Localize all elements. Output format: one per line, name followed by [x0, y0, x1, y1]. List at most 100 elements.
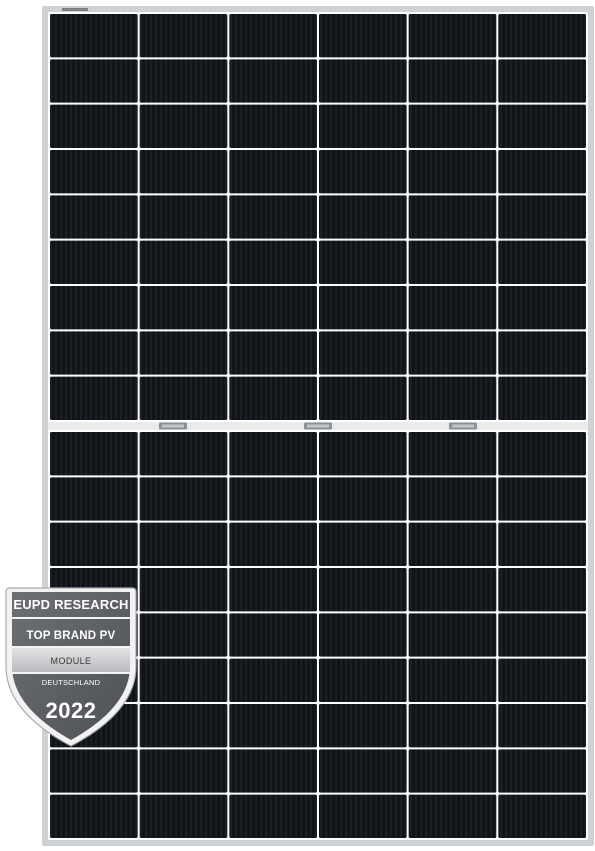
solar-cell	[139, 749, 228, 793]
solar-cell	[498, 658, 586, 702]
solar-cell	[139, 568, 228, 612]
solar-cell	[408, 432, 497, 476]
solar-cell	[408, 14, 497, 58]
solar-cell	[50, 477, 138, 521]
badge-country: DEUTSCHLAND	[41, 678, 101, 687]
junction-box-cover	[162, 424, 184, 428]
solar-cell	[319, 432, 407, 476]
solar-cell	[229, 14, 317, 58]
solar-cell	[319, 704, 407, 748]
solar-cell	[498, 794, 586, 838]
solar-cell	[408, 613, 497, 657]
solar-cell	[139, 104, 228, 148]
badge-organization: EUPD RESEARCH	[13, 597, 129, 612]
solar-cell	[50, 432, 138, 476]
solar-cell	[229, 522, 317, 566]
award-shield-icon	[5, 587, 137, 747]
solar-cell	[229, 240, 317, 284]
solar-cell	[229, 568, 317, 612]
solar-cell	[139, 658, 228, 702]
solar-cell	[408, 794, 497, 838]
solar-cell	[408, 658, 497, 702]
solar-cell	[229, 331, 317, 375]
solar-cell	[50, 240, 138, 284]
solar-cell	[319, 376, 407, 420]
solar-cell	[229, 150, 317, 194]
solar-cell	[139, 376, 228, 420]
solar-cell	[408, 286, 497, 330]
solar-cell	[139, 704, 228, 748]
solar-cell	[229, 794, 317, 838]
badge-category: MODULE	[50, 656, 92, 666]
solar-cell	[139, 331, 228, 375]
solar-cell	[498, 704, 586, 748]
solar-cell	[408, 749, 497, 793]
solar-cell	[319, 195, 407, 239]
solar-cell	[229, 704, 317, 748]
solar-cell	[319, 568, 407, 612]
solar-cell	[50, 104, 138, 148]
solar-cell	[408, 195, 497, 239]
badge-title: TOP BRAND PV	[26, 630, 116, 642]
solar-cell	[229, 477, 317, 521]
badge-year: 2022	[45, 698, 97, 723]
solar-cell	[139, 240, 228, 284]
solar-cell	[319, 150, 407, 194]
solar-cell	[50, 522, 138, 566]
solar-cell	[229, 432, 317, 476]
solar-cell	[139, 613, 228, 657]
solar-cell	[50, 286, 138, 330]
solar-cell	[229, 104, 317, 148]
solar-cell	[498, 613, 586, 657]
junction-box-cover	[307, 424, 329, 428]
solar-cell	[498, 150, 586, 194]
solar-cell	[498, 195, 586, 239]
solar-cell	[50, 195, 138, 239]
solar-cell	[229, 195, 317, 239]
solar-cell	[139, 286, 228, 330]
solar-cell	[408, 104, 497, 148]
solar-cell	[50, 794, 138, 838]
solar-panel	[42, 6, 594, 846]
solar-cell	[498, 376, 586, 420]
solar-cell	[319, 794, 407, 838]
solar-cell	[229, 286, 317, 330]
solar-cell	[498, 286, 586, 330]
solar-cell	[319, 749, 407, 793]
solar-cell	[319, 658, 407, 702]
solar-cell	[139, 432, 228, 476]
solar-cell	[498, 477, 586, 521]
solar-cell	[139, 522, 228, 566]
solar-cell	[319, 477, 407, 521]
solar-cell	[139, 150, 228, 194]
solar-cell	[498, 331, 586, 375]
solar-cell	[50, 59, 138, 103]
solar-cell	[319, 59, 407, 103]
solar-cell	[408, 240, 497, 284]
solar-cell	[408, 568, 497, 612]
solar-cell	[229, 376, 317, 420]
solar-cell	[229, 59, 317, 103]
solar-cell	[319, 613, 407, 657]
solar-cell	[319, 286, 407, 330]
solar-cell	[139, 14, 228, 58]
solar-cell	[408, 150, 497, 194]
solar-cell	[498, 59, 586, 103]
solar-cell	[319, 331, 407, 375]
solar-cell	[408, 376, 497, 420]
award-badge: EUPD RESEARCH TOP BRAND PV MODULE DEUTSC…	[4, 586, 138, 748]
solar-cell	[319, 240, 407, 284]
solar-cell	[498, 522, 586, 566]
solar-cell	[50, 749, 138, 793]
solar-cell	[408, 522, 497, 566]
solar-cell	[408, 704, 497, 748]
solar-cell	[229, 658, 317, 702]
solar-cell	[50, 376, 138, 420]
solar-cell	[50, 331, 138, 375]
solar-cell	[139, 477, 228, 521]
solar-cell	[229, 749, 317, 793]
solar-cell	[50, 14, 138, 58]
solar-cell	[139, 794, 228, 838]
solar-cell	[50, 150, 138, 194]
solar-cell	[229, 613, 317, 657]
